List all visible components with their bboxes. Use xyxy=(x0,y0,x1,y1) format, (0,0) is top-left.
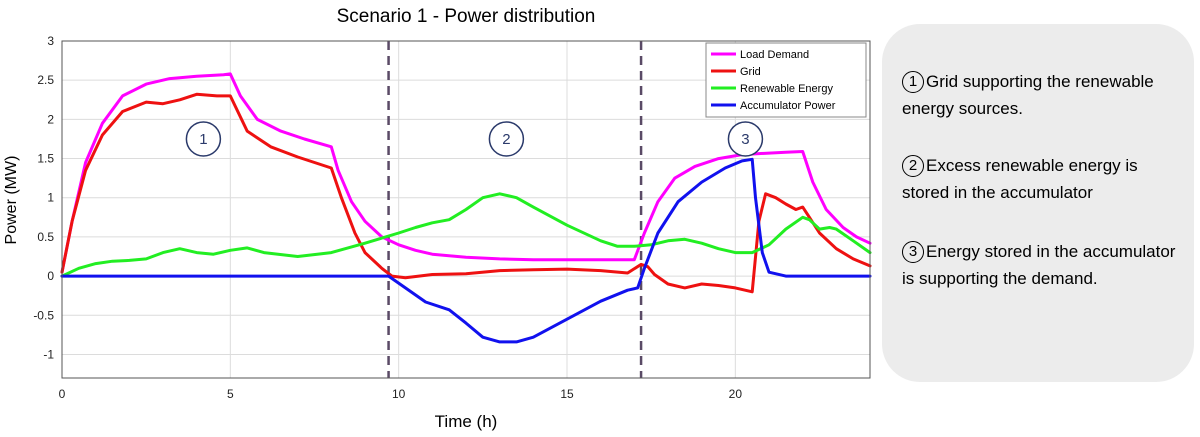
x-tick-label: 15 xyxy=(560,387,574,401)
note-text: Energy stored in the accumulator is supp… xyxy=(902,242,1176,288)
phase-markers: 1 2 3 xyxy=(185,121,764,157)
x-tick-label: 10 xyxy=(392,387,406,401)
phase-marker: 3 xyxy=(727,121,764,157)
legend: Load Demand Grid Renewable Energy Accumulat… xyxy=(705,42,867,118)
y-tick-label: 2 xyxy=(47,112,54,126)
note-number: 2 xyxy=(902,155,924,177)
legend-label: Renewable Energy xyxy=(740,83,833,95)
y-tick-label: 0.5 xyxy=(37,230,54,244)
series-line xyxy=(60,92,872,294)
tick-labels: -1 -0.5 0 0.5 1 1.5 2 2.5 3 0 5 10 15 20 xyxy=(33,34,742,401)
legend-label: Load Demand xyxy=(740,49,809,61)
y-axis-label: Power (MW) xyxy=(3,155,20,245)
phase-marker-circle xyxy=(488,121,525,157)
y-tick-label: 1 xyxy=(47,191,54,205)
note-text: Excess renewable energy is stored in the… xyxy=(902,156,1138,202)
phase-marker: 1 xyxy=(185,121,222,157)
y-tick-label: -1 xyxy=(43,347,54,361)
note-number: 3 xyxy=(902,241,924,263)
plot-frame xyxy=(61,40,871,379)
y-tick-label: -0.5 xyxy=(33,308,54,322)
chart-figure: Scenario 1 - Power distribution 1 2 3 -1 -0… xyxy=(3,6,872,431)
x-tick-label: 20 xyxy=(729,387,743,401)
x-tick-label: 0 xyxy=(59,387,66,401)
legend-label: Accumulator Power xyxy=(740,100,836,112)
y-tick-label: 0 xyxy=(47,269,54,283)
y-tick-label: 1.5 xyxy=(37,152,54,166)
phase-marker: 2 xyxy=(488,121,525,157)
notes-panel: 1 Grid supporting the renewable energy so… xyxy=(882,24,1194,382)
phase-dividers xyxy=(387,41,643,378)
phase-marker-label: 3 xyxy=(741,131,749,148)
series-line xyxy=(60,72,872,274)
phase-marker-label: 2 xyxy=(502,131,510,148)
note-number: 1 xyxy=(902,71,924,93)
phase-marker-circle xyxy=(727,121,764,157)
note-text: Grid supporting the renewable energy sou… xyxy=(902,72,1154,118)
series-line xyxy=(60,157,872,344)
series-lines xyxy=(60,72,872,344)
note-item-1: 1 Grid supporting the renewable energy so… xyxy=(902,68,1187,122)
phase-marker-circle xyxy=(185,121,222,157)
legend-label: Grid xyxy=(740,66,761,78)
chart-title: Scenario 1 - Power distribution xyxy=(336,6,596,27)
chart-plot: 1 2 3 -1 -0.5 0 0.5 1 1.5 2 2.5 3 0 5 10 15 20 Load Dem… xyxy=(33,34,872,401)
note-item-3: 3 Energy stored in the accumulator is sup… xyxy=(902,238,1187,292)
phase-marker-label: 1 xyxy=(199,131,207,148)
y-tick-label: 3 xyxy=(47,34,54,48)
note-item-2: 2 Excess renewable energy is stored in th… xyxy=(902,152,1187,206)
x-axis-label: Time (h) xyxy=(434,412,498,431)
x-tick-label: 5 xyxy=(227,387,234,401)
y-tick-label: 2.5 xyxy=(37,73,54,87)
series-line xyxy=(60,192,872,278)
